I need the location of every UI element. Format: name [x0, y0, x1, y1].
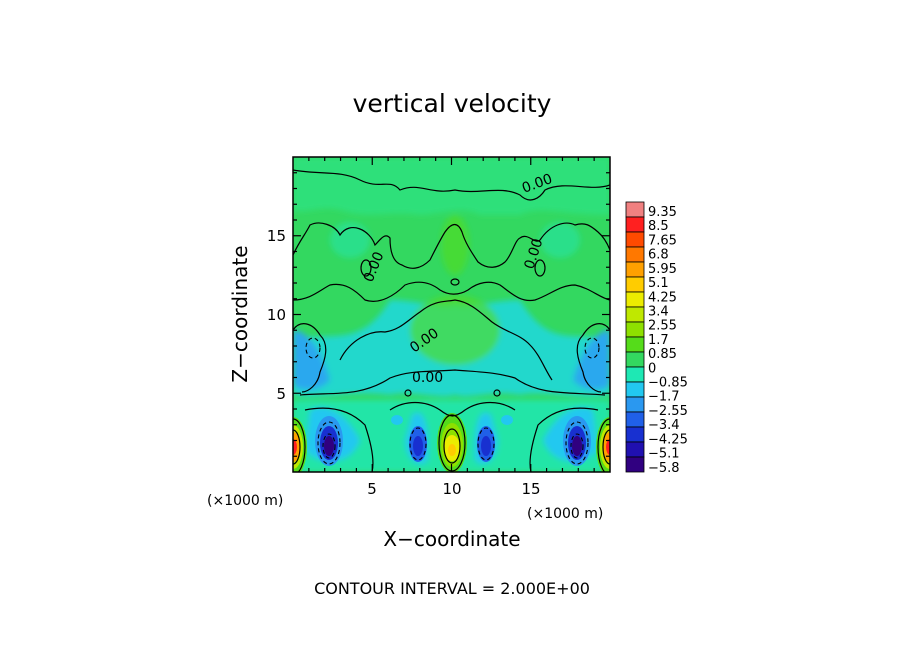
velocity-field — [293, 157, 610, 472]
colorbar-label: 5.95 — [648, 262, 677, 277]
colorbar-label: 2.55 — [648, 319, 677, 334]
colorbar-swatch — [625, 261, 645, 278]
x-tick-label: 5 — [367, 480, 377, 498]
colorbar-label: 8.5 — [648, 219, 669, 234]
colorbar-swatch — [625, 306, 645, 323]
colorbar-swatch — [625, 426, 645, 443]
y-axis-label: Z−coordinate — [228, 245, 252, 382]
colorbar-swatch — [625, 336, 645, 353]
colorbar-label: 4.25 — [648, 290, 677, 305]
colorbar-swatch — [625, 441, 645, 458]
y-tick-label: 10 — [267, 306, 286, 324]
colorbar-label: −0.85 — [648, 376, 688, 391]
colorbar-swatch — [625, 396, 645, 413]
colorbar-label: −5.8 — [648, 461, 680, 476]
colorbar-swatch — [625, 246, 645, 263]
colorbar-label: 3.4 — [648, 304, 669, 319]
colorbar-label: −3.4 — [648, 418, 680, 433]
colorbar-label: −4.25 — [648, 432, 688, 447]
x-tick-label: 15 — [521, 480, 540, 498]
colorbar-label: −2.55 — [648, 404, 688, 419]
colorbar-swatch — [625, 456, 645, 473]
y-unit-label: (×1000 m) — [207, 493, 283, 509]
negative-contours — [305, 337, 600, 465]
colorbar-swatch — [625, 276, 645, 293]
colorbar-swatch — [625, 381, 645, 398]
colorbar-label: 0.85 — [648, 347, 677, 362]
colorbar-swatch — [625, 366, 645, 383]
colorbar-swatch — [625, 291, 645, 308]
colorbar-label: 9.35 — [648, 205, 677, 220]
x-unit-label: (×1000 m) — [527, 506, 603, 522]
colorbar-label: 7.65 — [648, 233, 677, 248]
colorbar-label: 1.7 — [648, 333, 669, 348]
colorbar-swatch — [625, 231, 645, 248]
colorbar-labels: 9.358.57.656.85.955.14.253.42.551.70.850… — [648, 205, 688, 476]
colorbar-swatch — [625, 411, 645, 428]
negative-cores — [315, 415, 591, 466]
tick-marks — [293, 157, 610, 472]
colorbar-swatch — [625, 351, 645, 368]
chart-title: vertical velocity — [353, 89, 552, 118]
colorbar-label: −5.1 — [648, 447, 680, 462]
contour-interval-note: CONTOUR INTERVAL = 2.000E+00 — [314, 579, 590, 598]
colorbar-label: −1.7 — [648, 390, 680, 405]
x-tick-label: 10 — [442, 480, 461, 498]
y-tick-label: 5 — [276, 385, 286, 403]
contour-label: 0.00 — [412, 370, 443, 386]
contour-lines — [293, 169, 610, 472]
colorbar-label: 0 — [648, 361, 656, 376]
x-axis-label: X−coordinate — [383, 527, 520, 551]
colorbar — [625, 201, 645, 473]
colorbar-label: 5.1 — [648, 276, 669, 291]
colorbar-label: 6.8 — [648, 248, 669, 263]
colorbar-swatch — [625, 321, 645, 338]
colorbar-swatch — [625, 216, 645, 233]
y-tick-label: 15 — [267, 227, 286, 245]
colorbar-swatch — [625, 201, 645, 218]
